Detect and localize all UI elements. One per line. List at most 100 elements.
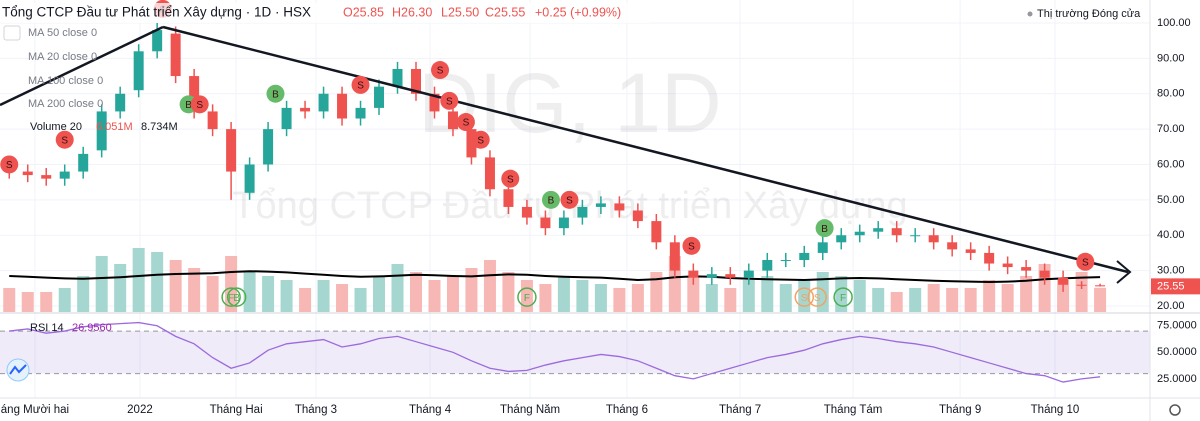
- volume-bar: [77, 276, 90, 312]
- volume-bar: [373, 276, 386, 312]
- candle-body: [170, 33, 181, 77]
- settings-icon[interactable]: [1169, 404, 1181, 416]
- candle-body: [410, 68, 421, 94]
- volume-bar: [483, 260, 496, 312]
- x-tick-label: Tháng 4: [409, 404, 452, 416]
- rsi-value: 26.9560: [72, 322, 112, 334]
- x-tick-label: Tháng Hai: [210, 404, 263, 416]
- candle-body: [115, 93, 126, 112]
- candle-body: [1058, 277, 1069, 285]
- last-price-tag: [1151, 278, 1200, 295]
- volume-bar: [1075, 272, 1088, 312]
- volume-bar: [40, 292, 53, 312]
- candle-body: [854, 231, 865, 236]
- y-tick-label: 20.00: [1157, 300, 1185, 312]
- volume-bar: [779, 284, 792, 312]
- volume-bar: [650, 272, 663, 312]
- volume-bar: [946, 288, 959, 312]
- candle-body: [669, 242, 680, 271]
- volume-bar: [594, 284, 607, 312]
- signal-label: B: [272, 89, 279, 100]
- candle-body: [540, 217, 551, 229]
- volume-ma-value: 8.734M: [141, 121, 178, 133]
- high: H26.30: [392, 5, 432, 19]
- candle-body: [355, 107, 366, 119]
- signal-marker: [833, 287, 853, 307]
- signal-marker: [431, 61, 450, 80]
- candle-body: [558, 217, 569, 229]
- volume-bar: [872, 288, 885, 312]
- signal-marker: [1076, 252, 1095, 271]
- candle-body: [743, 270, 754, 278]
- signal-marker: [682, 236, 701, 255]
- volume-bar: [613, 288, 626, 312]
- candle-body: [762, 260, 773, 271]
- signal-label: F: [228, 293, 234, 304]
- candle-body: [374, 86, 385, 108]
- candle-body: [799, 252, 810, 260]
- y-tick-label: 70.00: [1157, 123, 1185, 135]
- y-tick-label: 80.00: [1157, 88, 1185, 100]
- candle-body: [300, 107, 311, 112]
- signal-label: F: [840, 293, 846, 304]
- signal-marker: [807, 287, 827, 307]
- signal-label: S: [463, 118, 470, 129]
- candle-body: [706, 274, 717, 278]
- volume-bar: [58, 288, 71, 312]
- logo-mark: [9, 364, 27, 375]
- candle-body: [189, 76, 200, 112]
- candle-body: [836, 235, 847, 243]
- signal-marker: [794, 287, 815, 307]
- candle-body: [632, 210, 643, 222]
- y-tick-label: 100.00: [1157, 17, 1191, 29]
- volume-bar: [132, 248, 145, 312]
- volume-bar: [169, 260, 182, 312]
- candle-body: [651, 221, 662, 243]
- last-price-label: 25.55: [1157, 280, 1185, 292]
- x-tick-label: Tháng 10: [1031, 404, 1080, 416]
- signal-label: S: [688, 241, 695, 252]
- candle-body: [429, 93, 440, 112]
- volume-bar: [428, 280, 441, 312]
- volume-bar: [687, 276, 700, 312]
- signal-marker: [440, 91, 459, 110]
- rsi-name: RSI 14: [30, 322, 64, 334]
- candle-body: [984, 252, 995, 264]
- rsi-tick-label: 25.0000: [1157, 373, 1197, 385]
- trend-line: [162, 25, 1129, 274]
- status-dot: [1027, 11, 1033, 17]
- candle-body: [1002, 263, 1013, 268]
- candle-body: [244, 164, 255, 193]
- candle-body: [447, 111, 458, 130]
- signal-label: B: [185, 100, 192, 111]
- signal-marker: [0, 155, 19, 174]
- signal-marker: [456, 113, 475, 132]
- candle-body: [1095, 285, 1106, 287]
- volume-bar: [336, 284, 349, 312]
- candle-body: [78, 153, 89, 172]
- signal-label: B: [233, 293, 240, 304]
- signal-label: S: [196, 100, 203, 111]
- volume-bar: [262, 276, 275, 312]
- arrow-head: [1116, 260, 1132, 284]
- x-tick-label: Tháng Năm: [500, 404, 560, 416]
- candle-body: [521, 206, 532, 218]
- x-tick-label: Tháng 6: [606, 404, 648, 416]
- candle-body: [152, 30, 163, 52]
- signal-marker: [190, 95, 209, 114]
- volume-bar: [151, 252, 164, 312]
- volume-bar: [243, 272, 256, 312]
- candle-body: [226, 129, 237, 172]
- candle-body: [466, 129, 477, 158]
- volume-bar: [983, 280, 996, 312]
- volume-bar: [299, 288, 312, 312]
- change: +0.25 (+0.99%): [535, 5, 621, 19]
- signal-marker: [471, 130, 490, 149]
- x-tick-label: Tháng Tám: [824, 404, 883, 416]
- candle-body: [928, 235, 939, 243]
- candle-body: [891, 228, 902, 236]
- candle-body: [910, 235, 921, 237]
- volume-bar: [95, 256, 108, 312]
- collapse-button[interactable]: [3, 25, 21, 41]
